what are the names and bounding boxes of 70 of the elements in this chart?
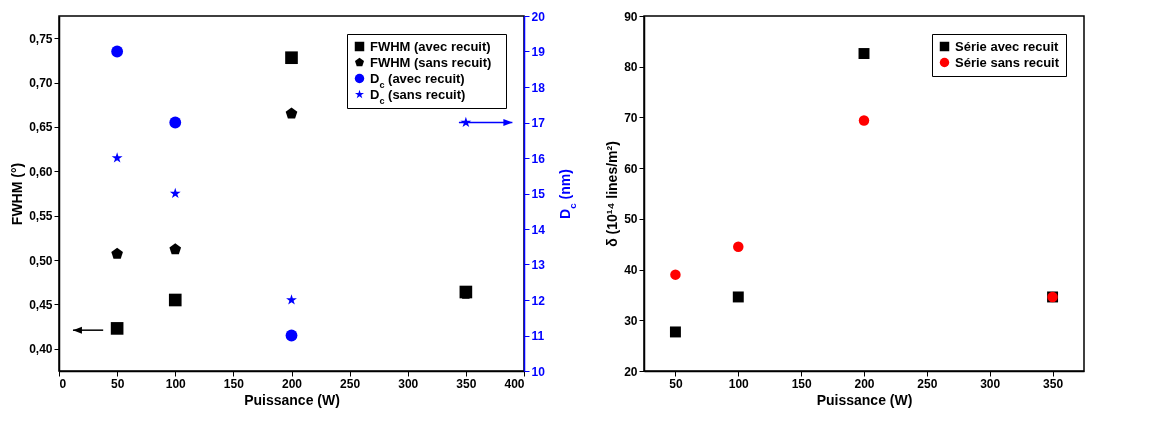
legend-label: FWHM (avec recuit) <box>370 38 491 54</box>
y-tick-label: 70 <box>624 110 638 125</box>
x-tick-label: 100 <box>165 376 187 391</box>
point <box>169 243 182 255</box>
x-tick-label: 200 <box>281 376 303 391</box>
point <box>168 293 182 307</box>
x-tick-label: 250 <box>340 376 361 391</box>
point <box>111 152 123 163</box>
x-tick-label: 300 <box>398 376 419 391</box>
x-tick-label: 150 <box>223 376 245 391</box>
y-tick-label: 30 <box>624 313 638 328</box>
point <box>111 45 124 58</box>
point <box>111 247 123 259</box>
y-tick-label: 80 <box>624 60 638 75</box>
y2-tick-label: 16 <box>531 151 546 166</box>
y2-tick-label: 12 <box>531 293 546 308</box>
x-tick-label: 400 <box>504 376 525 391</box>
y-tick-label: 0,75 <box>29 31 53 46</box>
x-tick-label: 200 <box>854 376 875 391</box>
y-tick-label: 0,70 <box>29 76 53 91</box>
y-tick-label: 0,50 <box>29 253 53 268</box>
y-tick-label: 0,60 <box>29 164 53 179</box>
y2-tick-label: 15 <box>531 187 546 201</box>
y2-tick-label: 17 <box>531 116 546 130</box>
x-tick-label: 250 <box>917 376 938 391</box>
y-tick-label: 20 <box>624 364 638 379</box>
point <box>285 107 298 119</box>
x-tick-label: 150 <box>791 376 812 391</box>
x-tick-label: 350 <box>1043 376 1064 391</box>
y2-tick-label: 13 <box>531 258 546 272</box>
y2-tick-label: 18 <box>531 80 546 95</box>
y-tick-label: 50 <box>624 212 638 227</box>
point <box>858 48 870 60</box>
y-tick-label: 0,55 <box>29 209 53 224</box>
y-tick-label: 0,45 <box>29 297 53 312</box>
y-axis-title: δ (10¹⁴ lines/m²) <box>604 141 621 247</box>
x-tick-label: 300 <box>980 376 1001 391</box>
x-axis-title: Puissance (W) <box>244 391 340 408</box>
point <box>669 326 681 338</box>
point <box>169 187 181 199</box>
y-tick-label: 0,65 <box>29 120 53 135</box>
y-tick-label: 0,40 <box>29 342 53 357</box>
x-axis-title: Puissance (W) <box>816 391 913 408</box>
legend-label: FWHM (sans recuit) <box>370 54 492 70</box>
y-axis-title: FWHM (°) <box>9 162 26 226</box>
x-tick-label: 0 <box>59 376 67 391</box>
y-tick-label: 40 <box>624 263 638 278</box>
x-tick-label: 100 <box>728 376 750 391</box>
y2-tick-label: 10 <box>531 364 546 379</box>
y2-tick-label: 11 <box>531 329 545 343</box>
y2-tick-label: 20 <box>531 9 546 24</box>
point <box>285 51 298 65</box>
y-tick-label: 90 <box>624 9 638 24</box>
y2-tick-label: 19 <box>531 45 546 59</box>
legend-label: Série sans recuit <box>955 54 1060 70</box>
y2-tick-label: 14 <box>531 222 546 237</box>
point <box>169 116 182 129</box>
point <box>110 322 124 335</box>
point <box>670 269 681 280</box>
point <box>286 294 297 305</box>
legend-label: D$_{c}$ (avec recuit) <box>370 70 465 90</box>
point <box>858 115 870 126</box>
x-tick-label: 350 <box>456 376 477 391</box>
x-tick-label: 50 <box>110 376 125 391</box>
point <box>733 241 744 252</box>
y-tick-label: 60 <box>624 161 638 176</box>
point <box>285 329 298 342</box>
point <box>732 291 744 303</box>
legend-label: Série avec recuit <box>955 38 1060 54</box>
x-tick-label: 50 <box>669 376 683 391</box>
